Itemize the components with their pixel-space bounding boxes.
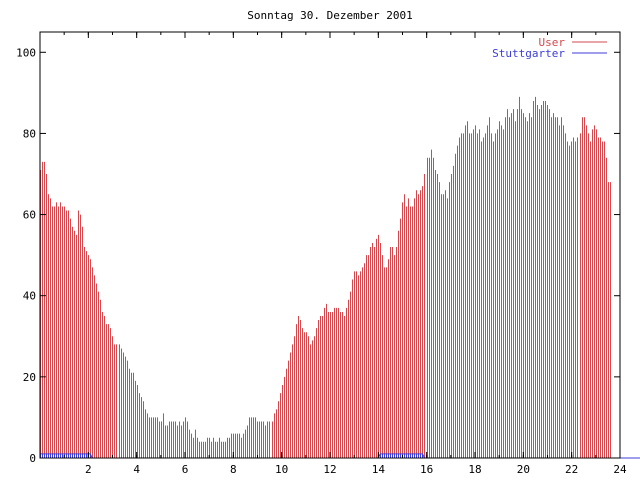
y-tick-label: 0 (29, 452, 36, 465)
y-tick-label: 80 (23, 127, 36, 140)
x-tick-label: 10 (275, 463, 288, 476)
y-tick-label: 100 (16, 46, 36, 59)
y-tick-label: 60 (23, 209, 36, 222)
series-user-bars (40, 96, 611, 458)
x-tick-label: 16 (420, 463, 433, 476)
y-tick-label: 20 (23, 371, 36, 384)
x-tick-label: 6 (182, 463, 189, 476)
x-axis-ticks: 2 4 6 8 10 12 14 16 18 20 22 24 (63, 32, 627, 476)
chart-title: Sonntag 30. Dezember 2001 (247, 9, 413, 22)
x-tick-label: 14 (372, 463, 386, 476)
y-tick-label: 40 (23, 290, 36, 303)
x-tick-label: 8 (230, 463, 237, 476)
y-axis-ticks: 0 20 40 60 80 100 (16, 46, 620, 465)
x-tick-label: 22 (565, 463, 578, 476)
x-tick-label: 12 (323, 463, 336, 476)
x-tick-label: 18 (468, 463, 481, 476)
legend-label-stuttgarter: Stuttgarter (492, 47, 565, 60)
legend-label-user: User (539, 36, 566, 49)
x-tick-label: 2 (85, 463, 92, 476)
x-tick-label: 24 (613, 463, 627, 476)
x-tick-label: 20 (517, 463, 530, 476)
x-tick-label: 4 (133, 463, 140, 476)
